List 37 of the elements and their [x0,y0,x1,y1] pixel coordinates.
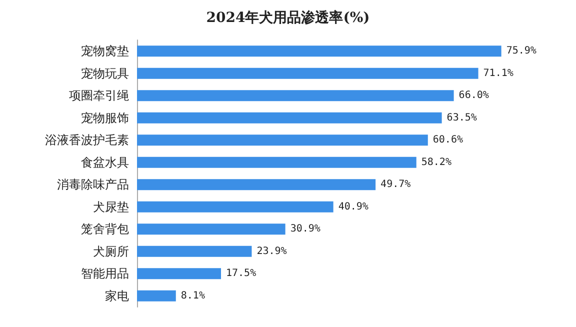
y-tick-label: 犬厕所 [93,244,129,258]
y-tick-label: 浴液香波护毛素 [45,133,129,148]
y-tick-label: 宠物玩具 [81,66,129,80]
data-label: 49.7% [380,179,411,190]
bar [137,201,334,212]
bar [137,224,286,235]
bar [137,290,176,302]
bar [137,179,376,190]
bar [137,112,442,124]
y-tick-label: 宠物窝垫 [81,44,129,58]
bar [137,156,416,168]
y-tick-label: 消毒除味产品 [57,178,129,192]
data-label: 63.5% [446,112,477,124]
y-tick-label: 食盆水具 [81,155,129,170]
bar [137,134,428,146]
chart-title: 2024年犬用品渗透率(%) [206,9,370,26]
y-tick-label: 宠物服饰 [81,110,129,125]
bar [137,90,454,102]
y-tick-label: 智能用品 [81,266,129,281]
bar [137,268,221,280]
data-label: 23.9% [256,246,287,257]
data-label: 75.9% [506,46,536,57]
bar [137,68,478,79]
data-label: 17.5% [226,268,256,280]
data-label: 58.2% [421,156,452,168]
bar [137,246,252,257]
bar [137,46,502,57]
data-label: 71.1% [483,68,514,79]
y-tick-label: 家电 [105,288,129,303]
data-label: 40.9% [338,201,368,212]
y-tick-label: 犬尿垫 [93,200,129,214]
data-label: 30.9% [290,224,320,235]
data-label: 66.0% [458,90,489,102]
data-label: 8.1% [180,290,205,302]
y-tick-label: 项圈牵引绳 [69,88,129,103]
y-tick-label: 笼舍背包 [81,222,129,236]
data-label: 60.6% [432,134,463,146]
